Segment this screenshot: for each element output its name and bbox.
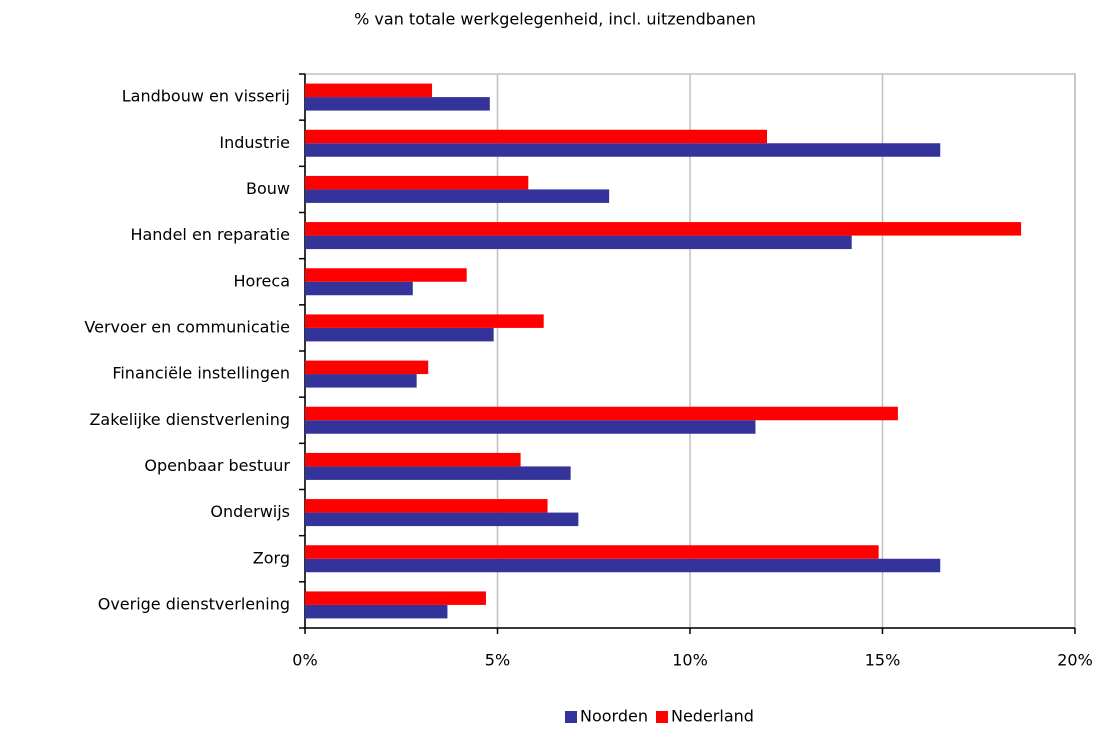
- chart-title: % van totale werkgelegenheid, incl. uitz…: [354, 10, 756, 29]
- bar: [305, 420, 756, 434]
- y-tick-label: Zakelijke dienstverlening: [89, 410, 290, 429]
- bar: [305, 466, 571, 480]
- bar: [305, 235, 852, 250]
- bar: [305, 499, 548, 513]
- x-tick-label: 20%: [1057, 651, 1093, 670]
- x-tick-label: 10%: [672, 651, 708, 670]
- bar: [305, 545, 879, 559]
- legend-label: Nederland: [671, 707, 754, 726]
- x-tick-label: 0%: [292, 651, 317, 670]
- bar: [305, 268, 467, 282]
- x-tick-label: 15%: [865, 651, 901, 670]
- bar: [305, 452, 521, 467]
- y-tick-label: Vervoer en communicatie: [84, 317, 290, 336]
- y-tick-label: Openbaar bestuur: [144, 456, 290, 475]
- bar: [305, 281, 413, 296]
- y-tick-label: Overige dienstverlening: [98, 594, 290, 613]
- bar: [305, 558, 941, 573]
- bar: [305, 512, 579, 527]
- legend-swatch: [565, 711, 577, 723]
- y-tick-label: Zorg: [253, 548, 290, 567]
- y-tick-label: Bouw: [246, 179, 290, 198]
- y-tick-label: Landbouw en visserij: [122, 87, 290, 106]
- bar: [305, 129, 767, 144]
- bar: [305, 222, 1022, 236]
- y-tick-label: Industrie: [219, 133, 290, 152]
- x-tick-label: 5%: [485, 651, 510, 670]
- y-tick-label: Handel en reparatie: [130, 225, 290, 244]
- bar: [305, 314, 544, 328]
- bar: [305, 143, 941, 157]
- legend-label: Noorden: [580, 707, 648, 726]
- bar: [305, 189, 610, 203]
- y-tick-label: Horeca: [234, 271, 291, 290]
- bar: [305, 406, 898, 421]
- bar: [305, 97, 490, 111]
- bar: [305, 591, 486, 605]
- y-tick-label: Onderwijs: [210, 502, 290, 521]
- legend-swatch: [655, 711, 668, 723]
- y-tick-label: Financiële instellingen: [112, 364, 290, 383]
- bar: [305, 83, 433, 98]
- bar: [305, 604, 448, 619]
- bar: [305, 374, 417, 388]
- bar: [305, 175, 529, 190]
- bar: [305, 360, 429, 375]
- bar: [305, 327, 494, 342]
